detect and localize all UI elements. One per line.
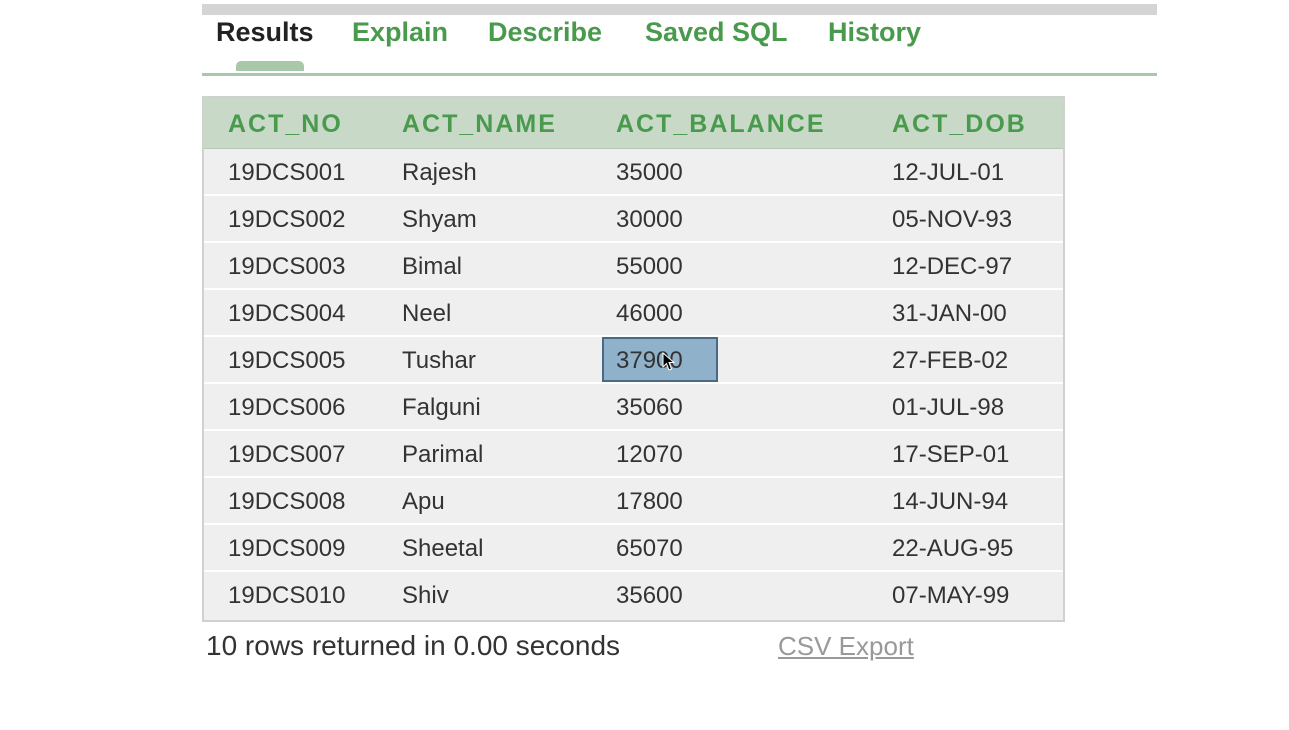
cell-act-no[interactable]: 19DCS006 bbox=[228, 394, 346, 421]
cell-act-name[interactable]: Sheetal bbox=[402, 535, 484, 562]
cell-act-balance[interactable]: 55000 bbox=[616, 253, 683, 280]
top-bar bbox=[202, 4, 1157, 15]
cell-act-dob[interactable]: 12-JUL-01 bbox=[892, 159, 1005, 186]
table-row: 19DCS003 Bimal 55000 12-DEC-97 bbox=[204, 243, 1063, 290]
cell-act-balance[interactable]: 35600 bbox=[616, 582, 683, 609]
results-table: ACT_NO ACT_NAME ACT_BALANCE ACT_DOB 19DC… bbox=[202, 96, 1065, 622]
tab-explain[interactable]: Explain bbox=[352, 17, 449, 47]
cell-act-name[interactable]: Neel bbox=[402, 300, 452, 327]
cell-act-dob[interactable]: 14-JUN-94 bbox=[892, 488, 1009, 515]
rows-returned-status: 10 rows returned in 0.00 seconds bbox=[206, 630, 621, 661]
table-row: 19DCS004 Neel 46000 31-JAN-00 bbox=[204, 290, 1063, 337]
column-header-act-dob[interactable]: ACT_DOB bbox=[892, 110, 1027, 138]
cell-act-name[interactable]: Shyam bbox=[402, 206, 477, 233]
cell-act-balance[interactable]: 65070 bbox=[616, 535, 683, 562]
column-header-act-balance[interactable]: ACT_BALANCE bbox=[616, 110, 826, 138]
cell-act-balance[interactable]: 12070 bbox=[616, 441, 683, 468]
cell-act-no[interactable]: 19DCS001 bbox=[228, 159, 346, 186]
cell-act-name[interactable]: Shiv bbox=[402, 582, 449, 609]
cell-act-no[interactable]: 19DCS008 bbox=[228, 488, 346, 515]
cell-act-name[interactable]: Parimal bbox=[402, 441, 484, 468]
table-row: 19DCS005 Tushar 37900 27-FEB-02 bbox=[204, 337, 1063, 384]
tab-describe[interactable]: Describe bbox=[488, 17, 603, 47]
table-row: 19DCS006 Falguni 35060 01-JUL-98 bbox=[204, 384, 1063, 431]
cell-act-balance[interactable]: 35000 bbox=[616, 159, 683, 186]
cell-act-name[interactable]: Bimal bbox=[402, 253, 463, 280]
active-tab-indicator bbox=[236, 61, 304, 71]
tab-results[interactable]: Results bbox=[216, 17, 314, 47]
cell-act-no[interactable]: 19DCS010 bbox=[228, 582, 346, 609]
column-header-act-no[interactable]: ACT_NO bbox=[228, 110, 343, 138]
cell-act-name[interactable]: Apu bbox=[402, 488, 445, 515]
cell-act-dob[interactable]: 31-JAN-00 bbox=[892, 300, 1007, 327]
table-row: 19DCS008 Apu 17800 14-JUN-94 bbox=[204, 478, 1063, 525]
cell-act-no[interactable]: 19DCS005 bbox=[228, 347, 346, 374]
cell-act-balance-selected[interactable]: 37900 bbox=[602, 337, 718, 382]
table-header: ACT_NO ACT_NAME ACT_BALANCE ACT_DOB bbox=[204, 98, 1063, 149]
column-header-act-name[interactable]: ACT_NAME bbox=[402, 110, 557, 138]
cell-act-no[interactable]: 19DCS003 bbox=[228, 253, 346, 280]
table-row: 19DCS001 Rajesh 35000 12-JUL-01 bbox=[204, 149, 1063, 196]
table-row: 19DCS009 Sheetal 65070 22-AUG-95 bbox=[204, 525, 1063, 572]
cell-act-no[interactable]: 19DCS009 bbox=[228, 535, 346, 562]
cell-act-balance[interactable]: 46000 bbox=[616, 300, 683, 327]
cell-act-dob[interactable]: 12-DEC-97 bbox=[892, 253, 1013, 280]
cell-act-no[interactable]: 19DCS004 bbox=[228, 300, 346, 327]
csv-export-link[interactable]: CSV Export bbox=[778, 631, 914, 661]
mouse-pointer-icon bbox=[662, 352, 676, 371]
cell-act-dob[interactable]: 27-FEB-02 bbox=[892, 347, 1009, 374]
tab-history[interactable]: History bbox=[828, 17, 922, 47]
cell-act-no[interactable]: 19DCS007 bbox=[228, 441, 346, 468]
cell-act-name[interactable]: Rajesh bbox=[402, 159, 477, 186]
table-row: 19DCS007 Parimal 12070 17-SEP-01 bbox=[204, 431, 1063, 478]
cell-act-name[interactable]: Falguni bbox=[402, 394, 481, 421]
tab-saved-sql[interactable]: Saved SQL bbox=[645, 17, 788, 47]
tab-bar: Results Explain Describe Saved SQL Histo… bbox=[202, 15, 1157, 76]
table-row: 19DCS010 Shiv 35600 07-MAY-99 bbox=[204, 572, 1063, 619]
cell-act-dob[interactable]: 07-MAY-99 bbox=[892, 582, 1010, 609]
cell-act-no[interactable]: 19DCS002 bbox=[228, 206, 346, 233]
cell-act-dob[interactable]: 05-NOV-93 bbox=[892, 206, 1013, 233]
cell-act-dob[interactable]: 17-SEP-01 bbox=[892, 441, 1010, 468]
cell-act-dob[interactable]: 22-AUG-95 bbox=[892, 535, 1014, 562]
cell-act-name[interactable]: Tushar bbox=[402, 347, 476, 374]
cell-act-balance[interactable]: 30000 bbox=[616, 206, 683, 233]
cell-act-balance[interactable]: 17800 bbox=[616, 488, 683, 515]
cell-act-balance[interactable]: 35060 bbox=[616, 394, 683, 421]
table-row: 19DCS002 Shyam 30000 05-NOV-93 bbox=[204, 196, 1063, 243]
cell-act-dob[interactable]: 01-JUL-98 bbox=[892, 394, 1005, 421]
